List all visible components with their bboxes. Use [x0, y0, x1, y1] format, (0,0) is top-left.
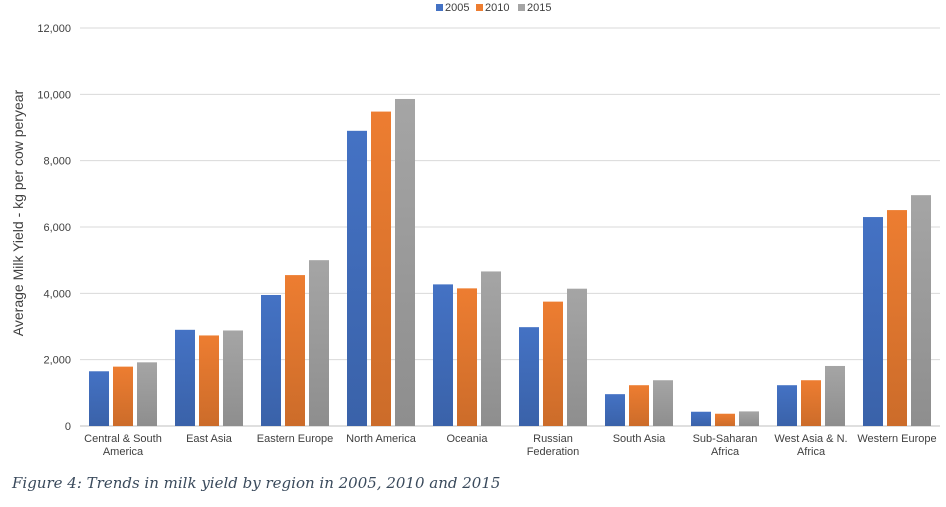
bar-2010 — [285, 275, 305, 426]
bar-2005 — [261, 294, 281, 426]
bar-2015 — [739, 411, 759, 426]
y-axis-label: Average Milk Yield - kg per cow peryear — [10, 89, 26, 336]
bar-2015 — [481, 271, 501, 426]
y-axis-ticks: 0 2,000 4,000 6,000 8,000 10,000 12,000 — [37, 23, 71, 433]
bar-2005 — [863, 217, 883, 426]
bar-2010 — [543, 301, 563, 426]
bar-2005 — [347, 130, 367, 427]
bar-2005 — [433, 284, 453, 426]
bar-2005 — [691, 411, 711, 426]
x-category-label: Sub-Saharan Africa — [693, 433, 758, 458]
bar-2015 — [309, 260, 329, 426]
bar-2010 — [371, 111, 391, 426]
bar-2005 — [175, 329, 195, 426]
bar-2015 — [653, 380, 673, 426]
bar-2015 — [825, 365, 845, 426]
x-category-label: West Asia & N. Africa — [774, 433, 847, 458]
bar-2005 — [89, 371, 109, 426]
bar-2005 — [605, 394, 625, 426]
x-axis-categories: Central & South America East Asia Eastern E… — [84, 433, 936, 458]
legend-label: 2005 — [445, 2, 469, 14]
x-category-label: South Asia — [613, 433, 666, 445]
bar-2010 — [887, 210, 907, 426]
x-category-label: Central & South America — [84, 433, 162, 458]
legend-swatch — [436, 4, 443, 11]
legend-label: 2015 — [527, 2, 551, 14]
bar-2015 — [395, 98, 415, 426]
x-category-label: Western Europe — [857, 433, 936, 445]
legend-label: 2010 — [485, 2, 509, 14]
y-tick-label: 8,000 — [43, 156, 71, 168]
x-category-label: Russian Federation — [527, 433, 580, 458]
bar-2010 — [715, 413, 735, 426]
x-category-label: Oceania — [447, 433, 489, 445]
x-category-label: Eastern Europe — [257, 433, 333, 445]
bar-2015 — [567, 288, 587, 426]
x-category-label: East Asia — [186, 433, 233, 445]
figure-caption: Figure 4: Trends in milk yield by region… — [12, 474, 501, 492]
bars — [89, 98, 931, 427]
y-tick-label: 6,000 — [43, 222, 71, 234]
y-tick-label: 12,000 — [37, 23, 71, 35]
legend-swatch — [518, 4, 525, 11]
y-tick-label: 10,000 — [37, 89, 71, 101]
bar-2010 — [199, 335, 219, 426]
bar-2015 — [911, 195, 931, 426]
y-tick-label: 4,000 — [43, 288, 71, 300]
bar-2015 — [137, 362, 157, 426]
x-category-label: North America — [346, 433, 417, 445]
legend: 2005 2010 2015 — [436, 2, 551, 14]
y-tick-label: 0 — [65, 421, 71, 433]
bar-2015 — [223, 330, 243, 426]
bar-2010 — [801, 380, 821, 426]
legend-swatch — [476, 4, 483, 11]
y-tick-label: 2,000 — [43, 355, 71, 367]
bar-chart: 0 2,000 4,000 6,000 8,000 10,000 12,000 Centra… — [10, 2, 940, 458]
bar-2010 — [113, 366, 133, 426]
bar-2005 — [777, 385, 797, 426]
bar-2005 — [519, 327, 539, 426]
bar-2010 — [629, 385, 649, 426]
bar-2010 — [457, 288, 477, 426]
